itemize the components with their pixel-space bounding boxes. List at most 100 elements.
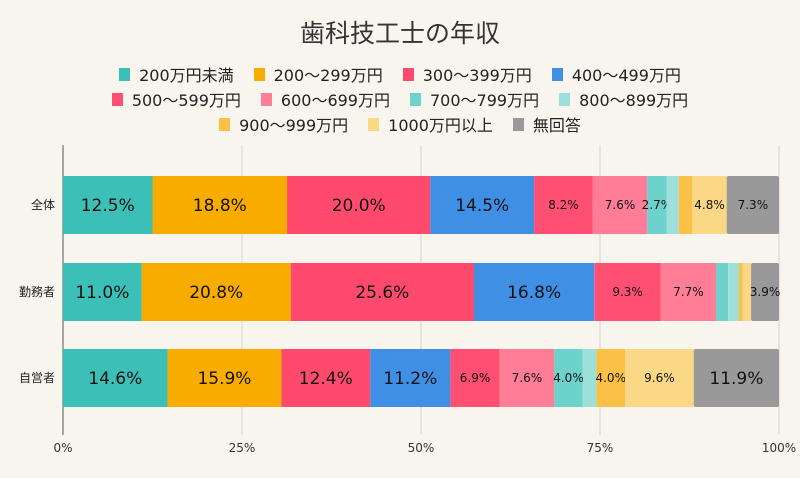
- bar-segment: [678, 176, 693, 234]
- legend-swatch: [402, 67, 414, 81]
- legend-label: 900〜999万円: [239, 116, 349, 135]
- bar-segment: [450, 349, 500, 407]
- data-label: 12.4%: [299, 369, 353, 389]
- data-label: 25.6%: [355, 283, 409, 303]
- legend-swatch: [551, 67, 563, 81]
- legend-item: 700〜799万円: [410, 88, 539, 110]
- legend-label: 400〜499万円: [571, 66, 681, 85]
- bar-segment: [287, 176, 431, 234]
- bar-segment: [370, 349, 451, 407]
- legend-label: 無回答: [532, 116, 581, 135]
- legend-item: 900〜999万円: [219, 113, 348, 135]
- legend-swatch: [253, 67, 265, 81]
- bar-segment: [693, 349, 779, 407]
- bar-segment: [582, 349, 597, 407]
- bar-segment: [647, 176, 667, 234]
- data-label: 11.2%: [383, 369, 437, 389]
- legend-item: 200〜299万円: [253, 63, 383, 85]
- bar-segment: [152, 176, 288, 234]
- category-label: 全体: [31, 197, 55, 212]
- legend-swatch: [219, 117, 231, 131]
- data-label: 11.0%: [75, 283, 129, 303]
- bar-segment: [726, 176, 779, 234]
- legend-swatch: [111, 92, 123, 106]
- legend-item: 1000万円以上: [368, 113, 493, 135]
- legend-item: 無回答: [512, 113, 581, 135]
- bar-segment: [594, 263, 661, 321]
- data-label: 20.0%: [332, 196, 386, 216]
- x-tick-label: 0%: [53, 441, 72, 455]
- data-label: 2.7%: [642, 198, 673, 212]
- data-label: 4.8%: [694, 198, 725, 212]
- legend-swatch: [559, 92, 571, 106]
- legend-item: 600〜699万円: [260, 88, 390, 110]
- data-label: 3.9%: [750, 285, 781, 299]
- data-label: 7.7%: [673, 285, 704, 299]
- bar-segment: [715, 263, 729, 321]
- data-label: 9.3%: [612, 285, 643, 299]
- legend-label: 300〜399万円: [422, 66, 532, 85]
- data-label: 7.6%: [512, 371, 543, 385]
- legend-label: 500〜599万円: [131, 91, 241, 110]
- legend-swatch: [260, 92, 272, 106]
- bar-segment: [625, 349, 694, 407]
- legend-swatch: [368, 117, 380, 131]
- data-label: 7.3%: [738, 198, 769, 212]
- legend-label: 700〜799万円: [430, 91, 540, 110]
- bar-segment: [666, 176, 679, 234]
- bar-segment: [63, 176, 153, 234]
- legend-item: 800〜899万円: [559, 88, 688, 110]
- category-label: 勤務者: [19, 285, 55, 299]
- bar-segment: [290, 263, 474, 321]
- bar-segment: [167, 349, 282, 407]
- legend-label: 800〜899万円: [579, 91, 689, 110]
- legend-item: 200万円未満: [119, 63, 234, 85]
- data-label: 18.8%: [193, 196, 247, 216]
- data-label: 11.9%: [709, 369, 763, 389]
- x-tick-label: 25%: [229, 441, 256, 455]
- bar-segment: [499, 349, 555, 407]
- data-label: 8.2%: [548, 198, 579, 212]
- legend-swatch: [119, 67, 131, 81]
- data-label: 4.0%: [595, 371, 626, 385]
- legend-label: 1000万円以上: [388, 116, 493, 135]
- bar-segment: [738, 263, 743, 321]
- bar-segment: [63, 349, 168, 407]
- data-label: 16.8%: [507, 283, 561, 303]
- bar-segment: [692, 176, 727, 234]
- x-tick-label: 75%: [587, 441, 614, 455]
- legend-item: 300〜399万円: [402, 63, 532, 85]
- bar-segment: [554, 349, 583, 407]
- data-label: 9.6%: [644, 371, 675, 385]
- legend-swatch: [410, 92, 421, 106]
- legend: 200万円未満 200〜299万円 300〜399万円 400〜499万円 500〜59…: [40, 63, 760, 135]
- bar-segment: [63, 263, 142, 321]
- bar-segment: [592, 176, 648, 234]
- bar-segment: [660, 263, 716, 321]
- data-label: 4.0%: [553, 371, 584, 385]
- bar-segment: [728, 263, 739, 321]
- bar-segment: [281, 349, 371, 407]
- bar-segment: [430, 176, 535, 234]
- data-label: 20.8%: [189, 283, 243, 303]
- data-label: 12.5%: [81, 196, 135, 216]
- data-label: 7.6%: [605, 198, 636, 212]
- bar-segment: [742, 263, 752, 321]
- legend-label: 200〜299万円: [273, 66, 383, 85]
- bar-segment: [596, 349, 626, 407]
- data-label: 15.9%: [197, 369, 251, 389]
- x-tick-label: 100%: [762, 441, 796, 455]
- bar-segment: [473, 263, 595, 321]
- data-label: 14.6%: [88, 369, 142, 389]
- data-label: 14.5%: [455, 196, 509, 216]
- x-tick-label: 50%: [408, 441, 435, 455]
- legend-label: 200万円未満: [139, 66, 234, 85]
- category-label: 自営者: [19, 371, 55, 385]
- legend-swatch: [512, 117, 524, 131]
- bar-segment: [534, 176, 593, 234]
- chart-title: 歯科技工士の年収: [299, 19, 500, 48]
- bar-segment: [141, 263, 291, 321]
- bar-segment: [751, 263, 779, 321]
